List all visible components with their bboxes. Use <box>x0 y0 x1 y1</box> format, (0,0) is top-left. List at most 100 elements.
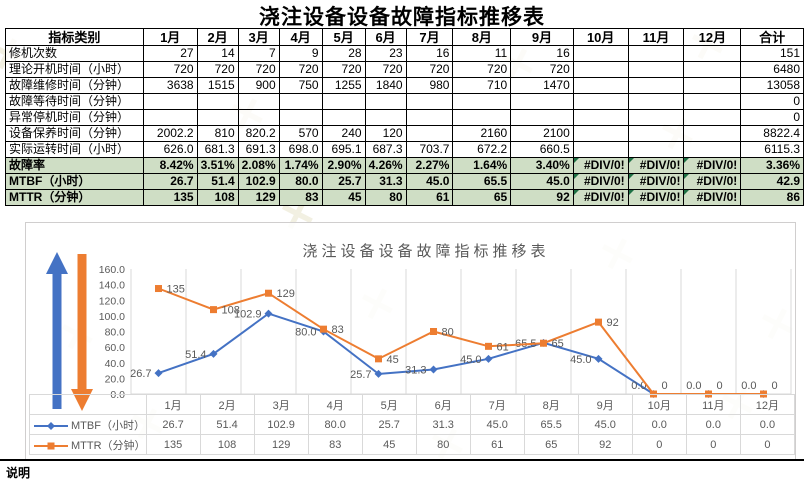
table-cell[interactable] <box>627 61 685 78</box>
row-label[interactable]: 异常停机时间（分钟） <box>5 109 144 126</box>
table-cell[interactable]: 720 <box>142 61 198 78</box>
table-cell[interactable]: 820.2 <box>237 125 280 142</box>
column-header[interactable]: 4月 <box>278 28 323 46</box>
table-cell[interactable]: 8.42% <box>142 157 198 174</box>
table-cell[interactable] <box>572 77 629 94</box>
table-cell[interactable]: 45.0 <box>405 173 454 190</box>
table-cell[interactable] <box>405 125 454 142</box>
table-cell[interactable]: 108 <box>196 189 239 206</box>
table-cell[interactable]: 80.0 <box>278 173 323 190</box>
table-cell[interactable]: 65 <box>452 189 512 206</box>
table-cell[interactable]: 3.51% <box>196 157 239 174</box>
table-cell[interactable]: 710 <box>452 77 512 94</box>
table-cell[interactable] <box>510 109 574 126</box>
table-cell[interactable]: 900 <box>237 77 280 94</box>
table-cell[interactable]: 0 <box>740 93 804 110</box>
table-cell[interactable]: 720 <box>405 61 454 78</box>
table-cell[interactable]: 698.0 <box>278 141 323 158</box>
table-cell[interactable]: 102.9 <box>237 173 280 190</box>
column-header[interactable]: 7月 <box>405 28 454 46</box>
table-cell[interactable]: 16 <box>510 45 574 62</box>
table-cell[interactable]: 720 <box>237 61 280 78</box>
table-cell[interactable]: 7 <box>237 45 280 62</box>
table-cell[interactable] <box>321 109 366 126</box>
row-label[interactable]: 故障维修时间（分钟） <box>5 77 144 94</box>
table-cell[interactable]: 720 <box>364 61 407 78</box>
table-cell[interactable]: 16 <box>405 45 454 62</box>
table-cell[interactable]: 1.74% <box>278 157 323 174</box>
column-header[interactable]: 合计 <box>740 28 804 46</box>
table-cell[interactable]: 1255 <box>321 77 366 94</box>
table-cell[interactable]: 720 <box>510 61 574 78</box>
table-cell[interactable] <box>196 109 239 126</box>
row-label[interactable]: 设备保养时间（分钟） <box>5 125 144 142</box>
table-cell[interactable]: 83 <box>278 189 323 206</box>
table-cell[interactable] <box>683 125 742 142</box>
table-cell[interactable]: 810 <box>196 125 239 142</box>
table-cell[interactable]: #DIV/0! <box>683 157 742 174</box>
fault-indicator-chart[interactable]: 160.0 140.0 120.0 100.0 80.0 60.0 40.0 20.0 0.0 浇… <box>25 222 796 461</box>
column-header[interactable]: 1月 <box>142 28 198 46</box>
table-cell[interactable]: 3638 <box>142 77 198 94</box>
table-cell[interactable]: #DIV/0! <box>572 189 629 206</box>
table-cell[interactable] <box>237 109 280 126</box>
table-cell[interactable] <box>627 109 685 126</box>
row-label[interactable]: MTTR（分钟） <box>5 189 144 206</box>
table-cell[interactable]: 28 <box>321 45 366 62</box>
row-label[interactable]: MTBF（小时） <box>5 173 144 190</box>
row-label[interactable]: 修机次数 <box>5 45 144 62</box>
table-cell[interactable]: 720 <box>452 61 512 78</box>
table-cell[interactable] <box>572 93 629 110</box>
table-cell[interactable] <box>196 93 239 110</box>
column-header[interactable]: 9月 <box>510 28 574 46</box>
table-cell[interactable] <box>683 45 742 62</box>
table-cell[interactable]: #DIV/0! <box>627 189 685 206</box>
column-header[interactable]: 12月 <box>683 28 742 46</box>
column-header-category[interactable]: 指标类别 <box>5 28 144 46</box>
table-cell[interactable]: 2.90% <box>321 157 366 174</box>
row-label[interactable]: 故障等待时间（分钟） <box>5 93 144 110</box>
column-header[interactable]: 3月 <box>237 28 280 46</box>
table-cell[interactable]: 80 <box>364 189 407 206</box>
column-header[interactable]: 5月 <box>321 28 366 46</box>
table-cell[interactable]: 129 <box>237 189 280 206</box>
table-cell[interactable]: 691.3 <box>237 141 280 158</box>
table-cell[interactable]: 23 <box>364 45 407 62</box>
table-cell[interactable] <box>572 125 629 142</box>
table-cell[interactable] <box>142 93 198 110</box>
table-cell[interactable] <box>321 93 366 110</box>
table-cell[interactable]: 2.08% <box>237 157 280 174</box>
table-cell[interactable]: 13058 <box>740 77 804 94</box>
table-cell[interactable]: 135 <box>142 189 198 206</box>
table-cell[interactable]: 1.64% <box>452 157 512 174</box>
table-cell[interactable] <box>627 125 685 142</box>
table-cell[interactable] <box>572 61 629 78</box>
table-cell[interactable]: 25.7 <box>321 173 366 190</box>
column-header[interactable]: 6月 <box>364 28 407 46</box>
row-label[interactable]: 故障率 <box>5 157 144 174</box>
table-cell[interactable] <box>627 45 685 62</box>
table-cell[interactable]: 6480 <box>740 61 804 78</box>
table-cell[interactable]: 720 <box>278 61 323 78</box>
table-cell[interactable]: 14 <box>196 45 239 62</box>
table-cell[interactable]: 11 <box>452 45 512 62</box>
table-cell[interactable]: 151 <box>740 45 804 62</box>
table-cell[interactable] <box>510 93 574 110</box>
table-cell[interactable]: 86 <box>740 189 804 206</box>
table-cell[interactable]: 0 <box>740 109 804 126</box>
table-cell[interactable]: 2.27% <box>405 157 454 174</box>
table-cell[interactable]: 6115.3 <box>740 141 804 158</box>
table-cell[interactable]: 703.7 <box>405 141 454 158</box>
table-cell[interactable]: #DIV/0! <box>572 173 629 190</box>
table-cell[interactable] <box>452 93 512 110</box>
table-cell[interactable]: 51.4 <box>196 173 239 190</box>
row-label[interactable]: 理论开机时间（小时） <box>5 61 144 78</box>
table-cell[interactable]: #DIV/0! <box>683 173 742 190</box>
table-cell[interactable]: 626.0 <box>142 141 198 158</box>
table-cell[interactable]: 687.3 <box>364 141 407 158</box>
table-cell[interactable] <box>405 93 454 110</box>
table-cell[interactable]: 1515 <box>196 77 239 94</box>
table-cell[interactable]: 45.0 <box>510 173 574 190</box>
table-cell[interactable]: 3.40% <box>510 157 574 174</box>
table-cell[interactable]: 672.2 <box>452 141 512 158</box>
